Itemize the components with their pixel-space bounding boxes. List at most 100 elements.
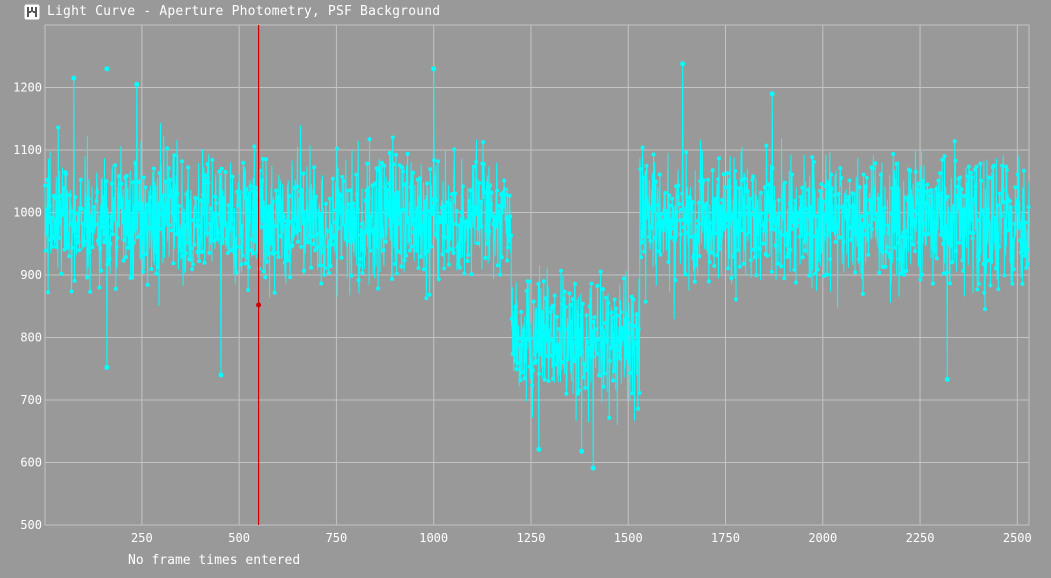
data-point xyxy=(933,248,938,253)
data-point xyxy=(799,199,804,204)
data-point xyxy=(239,223,244,228)
data-point xyxy=(92,210,97,215)
data-point xyxy=(225,241,230,246)
data-point xyxy=(889,211,894,216)
data-point xyxy=(606,301,611,306)
data-point xyxy=(315,245,320,250)
data-point xyxy=(571,341,576,346)
data-point xyxy=(365,161,370,166)
x-tick-label: 2500 xyxy=(1003,531,1032,545)
data-point xyxy=(82,239,87,244)
cursor-marker xyxy=(256,302,262,308)
data-point xyxy=(836,204,840,209)
data-point xyxy=(692,252,696,257)
data-point xyxy=(186,165,191,170)
data-point xyxy=(705,226,710,230)
light-curve-app-icon[interactable] xyxy=(24,4,40,20)
data-point xyxy=(866,252,871,257)
data-point xyxy=(555,314,559,319)
data-point xyxy=(471,164,476,169)
data-point xyxy=(748,258,753,263)
data-point xyxy=(901,230,906,235)
data-point xyxy=(595,283,600,288)
data-point xyxy=(830,228,835,232)
data-point xyxy=(1017,225,1022,229)
data-point xyxy=(351,201,356,206)
data-point xyxy=(432,232,437,237)
data-point xyxy=(784,242,789,247)
data-point xyxy=(713,196,717,201)
data-point xyxy=(920,178,925,183)
data-point xyxy=(695,224,700,229)
data-point xyxy=(724,218,729,222)
data-point xyxy=(902,195,907,200)
data-point xyxy=(895,231,900,236)
data-point xyxy=(334,208,338,213)
data-point xyxy=(780,215,785,220)
data-point xyxy=(905,229,910,234)
data-point xyxy=(378,165,383,170)
data-point xyxy=(818,189,823,194)
data-point xyxy=(319,281,324,286)
data-point xyxy=(180,159,184,164)
data-point xyxy=(744,189,749,194)
data-point xyxy=(232,237,237,242)
data-point xyxy=(74,234,79,239)
data-point xyxy=(678,232,683,237)
data-point xyxy=(681,225,686,230)
data-point xyxy=(797,234,802,239)
data-point xyxy=(318,212,323,216)
data-point xyxy=(1008,205,1013,210)
data-point xyxy=(825,226,830,231)
data-point xyxy=(679,207,684,212)
data-point xyxy=(786,251,791,256)
data-point xyxy=(944,236,949,241)
data-point xyxy=(632,341,637,346)
data-point xyxy=(708,220,713,225)
data-point xyxy=(505,258,510,263)
data-point xyxy=(230,174,235,179)
data-point xyxy=(603,320,608,325)
data-point xyxy=(535,344,540,349)
data-point xyxy=(127,199,131,204)
data-point xyxy=(57,221,62,226)
data-point xyxy=(702,215,707,220)
data-point-extreme xyxy=(944,376,950,382)
data-point xyxy=(211,211,216,215)
data-point xyxy=(914,212,919,216)
data-point xyxy=(455,245,460,250)
data-point xyxy=(969,175,974,180)
data-point xyxy=(562,296,566,301)
data-point xyxy=(498,272,503,277)
data-point xyxy=(233,253,238,258)
data-point xyxy=(993,266,998,271)
data-point xyxy=(793,198,798,203)
data-point xyxy=(197,259,202,263)
frame-cursor[interactable] xyxy=(256,25,262,525)
data-point xyxy=(577,327,582,332)
data-point xyxy=(103,237,108,242)
data-point xyxy=(1003,230,1008,235)
data-point xyxy=(676,183,681,188)
data-point xyxy=(503,192,508,197)
data-point xyxy=(896,240,901,245)
data-point xyxy=(148,195,153,200)
data-point xyxy=(1007,211,1012,216)
data-point xyxy=(147,208,152,213)
data-point xyxy=(422,267,426,272)
data-point xyxy=(120,220,125,225)
data-point xyxy=(568,302,573,307)
data-point xyxy=(166,201,170,206)
data-point xyxy=(614,306,619,311)
y-tick-label: 700 xyxy=(20,393,42,407)
data-point xyxy=(487,229,492,234)
data-point xyxy=(52,234,57,239)
data-point xyxy=(902,272,907,277)
data-point xyxy=(70,245,75,250)
data-point xyxy=(190,262,195,267)
data-point xyxy=(734,297,738,302)
data-point xyxy=(44,209,49,214)
data-point xyxy=(666,260,671,264)
data-point xyxy=(120,197,124,202)
